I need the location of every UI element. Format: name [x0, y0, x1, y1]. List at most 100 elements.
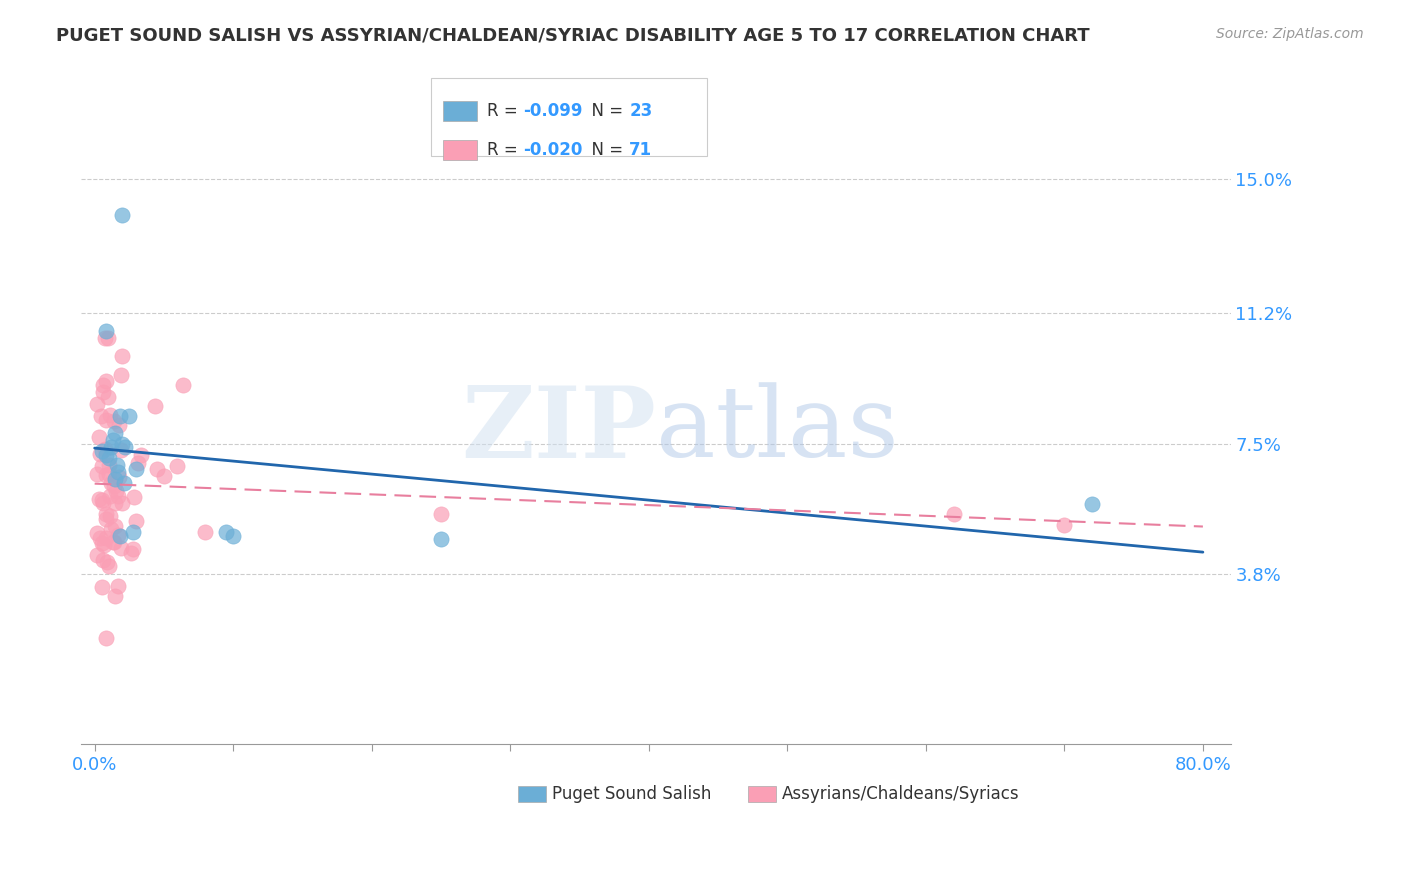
- Point: [86, 397, 108, 411]
- Point: [107, 489, 129, 503]
- Point: [146, 461, 169, 475]
- Point: [194, 525, 217, 540]
- Point: [94, 512, 117, 526]
- FancyBboxPatch shape: [443, 101, 478, 120]
- Point: [111, 208, 134, 222]
- Point: [105, 458, 128, 472]
- Point: [90, 444, 112, 458]
- Point: [94, 442, 117, 457]
- Point: [107, 465, 129, 479]
- Point: [430, 508, 453, 522]
- Text: PUGET SOUND SALISH VS ASSYRIAN/CHALDEAN/SYRIAC DISABILITY AGE 5 TO 17 CORRELATIO: PUGET SOUND SALISH VS ASSYRIAN/CHALDEAN/…: [56, 27, 1090, 45]
- Point: [222, 528, 245, 542]
- Point: [942, 508, 965, 522]
- FancyBboxPatch shape: [517, 786, 547, 803]
- Point: [108, 528, 131, 542]
- Point: [87, 430, 110, 444]
- Text: Assyrians/Chaldeans/Syriacs: Assyrians/Chaldeans/Syriacs: [782, 785, 1019, 803]
- Point: [90, 409, 112, 423]
- Point: [127, 456, 149, 470]
- Point: [430, 532, 453, 546]
- Point: [1081, 497, 1104, 511]
- Text: N =: N =: [581, 141, 628, 159]
- Text: ZIP: ZIP: [461, 382, 655, 479]
- Point: [125, 461, 148, 475]
- Text: R =: R =: [486, 102, 523, 120]
- Point: [104, 589, 127, 603]
- Point: [90, 493, 112, 508]
- Point: [120, 546, 142, 560]
- Point: [100, 509, 122, 524]
- Point: [86, 467, 108, 481]
- Text: -0.099: -0.099: [523, 102, 583, 120]
- Point: [108, 409, 131, 423]
- Point: [143, 399, 166, 413]
- Point: [110, 541, 132, 555]
- Point: [101, 434, 124, 448]
- Point: [96, 507, 118, 521]
- Text: Source: ZipAtlas.com: Source: ZipAtlas.com: [1216, 27, 1364, 41]
- Text: R =: R =: [486, 141, 523, 159]
- Point: [111, 349, 134, 363]
- Point: [94, 448, 117, 462]
- Point: [94, 324, 117, 338]
- Point: [100, 408, 122, 422]
- Point: [110, 443, 132, 458]
- Point: [125, 514, 148, 528]
- Point: [215, 525, 238, 540]
- Point: [91, 553, 114, 567]
- Point: [103, 479, 125, 493]
- Point: [111, 495, 134, 509]
- Point: [86, 526, 108, 541]
- FancyBboxPatch shape: [432, 78, 707, 156]
- Text: 71: 71: [630, 141, 652, 159]
- Point: [96, 631, 118, 645]
- Point: [104, 518, 127, 533]
- Point: [90, 580, 112, 594]
- Point: [107, 579, 129, 593]
- Point: [91, 459, 114, 474]
- Point: [98, 489, 121, 503]
- Text: N =: N =: [581, 102, 628, 120]
- Point: [94, 468, 117, 483]
- Point: [93, 384, 115, 399]
- Point: [94, 374, 117, 388]
- Point: [94, 331, 117, 345]
- Point: [87, 491, 110, 506]
- Point: [100, 475, 122, 490]
- Point: [98, 467, 121, 482]
- Point: [122, 541, 145, 556]
- Point: [104, 496, 127, 510]
- Point: [98, 558, 121, 573]
- Point: [97, 450, 120, 465]
- Text: atlas: atlas: [655, 383, 898, 478]
- FancyBboxPatch shape: [748, 786, 776, 803]
- Point: [103, 534, 125, 549]
- Point: [91, 377, 114, 392]
- Text: -0.020: -0.020: [523, 141, 583, 159]
- Point: [112, 475, 135, 490]
- Point: [100, 522, 122, 536]
- Point: [96, 531, 118, 545]
- Point: [103, 414, 125, 428]
- Point: [107, 527, 129, 541]
- Text: Puget Sound Salish: Puget Sound Salish: [553, 785, 711, 803]
- Point: [153, 468, 176, 483]
- Point: [104, 472, 127, 486]
- Point: [91, 536, 114, 550]
- Point: [118, 409, 141, 423]
- Point: [114, 441, 136, 455]
- Point: [1053, 518, 1076, 533]
- Point: [96, 555, 118, 569]
- Point: [97, 458, 120, 472]
- FancyBboxPatch shape: [443, 140, 478, 160]
- Point: [96, 413, 118, 427]
- Point: [172, 378, 194, 392]
- Point: [108, 470, 131, 484]
- Point: [100, 441, 122, 455]
- Point: [107, 417, 129, 432]
- Point: [93, 538, 115, 552]
- Point: [86, 548, 108, 562]
- Point: [110, 368, 132, 382]
- Point: [122, 525, 145, 540]
